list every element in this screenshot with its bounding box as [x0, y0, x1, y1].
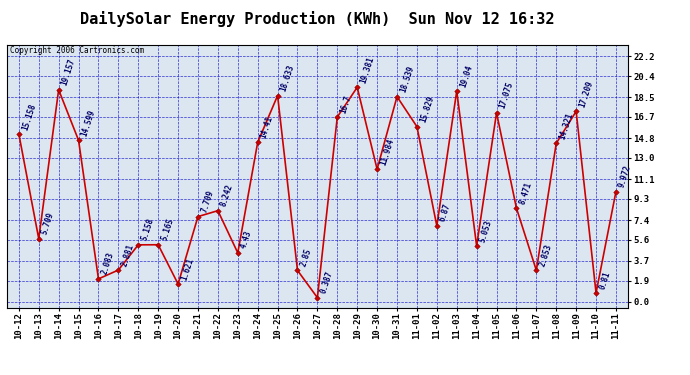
Text: 11.984: 11.984 — [379, 137, 395, 166]
Text: 0.81: 0.81 — [598, 270, 612, 290]
Text: 9.972: 9.972 — [618, 164, 633, 189]
Text: 19.04: 19.04 — [458, 63, 474, 88]
Text: 8.471: 8.471 — [518, 181, 533, 206]
Text: 2.083: 2.083 — [100, 251, 115, 276]
Text: 0.387: 0.387 — [319, 270, 335, 295]
Text: 14.41: 14.41 — [259, 115, 275, 140]
Text: 4.43: 4.43 — [239, 230, 253, 250]
Text: DailySolar Energy Production (KWh)  Sun Nov 12 16:32: DailySolar Energy Production (KWh) Sun N… — [80, 11, 555, 27]
Text: 7.709: 7.709 — [199, 189, 215, 214]
Text: 15.158: 15.158 — [20, 102, 37, 131]
Text: 5.165: 5.165 — [159, 217, 175, 242]
Text: 18.633: 18.633 — [279, 64, 296, 93]
Text: 14.599: 14.599 — [80, 108, 97, 138]
Text: 5.158: 5.158 — [139, 217, 155, 242]
Text: 14.321: 14.321 — [558, 111, 575, 141]
Text: 5.709: 5.709 — [40, 211, 56, 236]
Text: 5.053: 5.053 — [478, 219, 494, 243]
Text: 2.85: 2.85 — [299, 247, 313, 268]
Text: 16.7: 16.7 — [339, 94, 353, 114]
Text: 19.157: 19.157 — [60, 58, 77, 87]
Text: Copyright 2006 Cartronics.com: Copyright 2006 Cartronics.com — [10, 46, 144, 56]
Text: 6.87: 6.87 — [438, 203, 453, 223]
Text: 17.075: 17.075 — [498, 81, 515, 110]
Text: 2.881: 2.881 — [120, 243, 135, 267]
Text: 15.829: 15.829 — [418, 95, 435, 124]
Text: 18.539: 18.539 — [398, 64, 415, 94]
Text: 17.209: 17.209 — [578, 80, 595, 109]
Text: 19.381: 19.381 — [359, 56, 376, 84]
Text: 2.853: 2.853 — [538, 243, 553, 268]
Text: 8.242: 8.242 — [219, 183, 235, 208]
Text: 1.621: 1.621 — [179, 256, 195, 281]
